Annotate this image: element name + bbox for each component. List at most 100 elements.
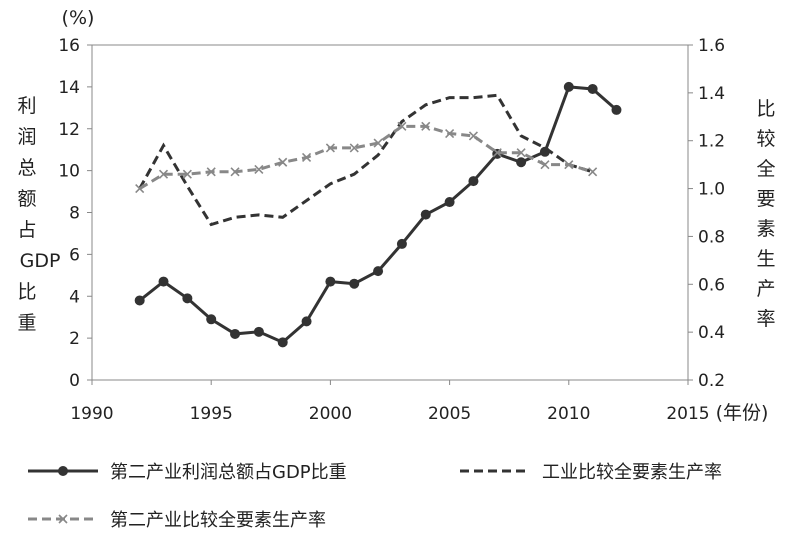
data-point	[158, 276, 169, 287]
series-2	[138, 93, 594, 227]
data-point	[516, 157, 527, 168]
data-point	[301, 152, 312, 163]
series-layer	[134, 81, 622, 348]
axes	[87, 44, 693, 385]
axis-title-char: 比	[756, 98, 775, 120]
left-tick-label: 6	[69, 245, 80, 265]
data-point	[373, 138, 383, 148]
data-point	[349, 278, 360, 289]
data-point	[373, 266, 384, 277]
axis-title-char: 额	[17, 188, 36, 210]
series-1	[134, 81, 622, 348]
data-point	[587, 83, 598, 94]
data-point	[206, 167, 216, 177]
data-point	[540, 160, 550, 170]
series-line	[138, 93, 594, 227]
data-point	[420, 209, 431, 220]
right-tick-label: 1.2	[698, 132, 725, 152]
data-point	[158, 169, 169, 179]
x-tick-label: 2005	[428, 404, 471, 424]
data-point	[206, 314, 217, 325]
data-point	[563, 81, 574, 92]
right-tick-label: 1.6	[698, 36, 725, 56]
legend-swatch-marker	[58, 466, 68, 476]
data-point	[468, 131, 479, 141]
legend-label: 第二产业比较全要素生产率	[110, 510, 326, 531]
left-tick-label: 8	[69, 204, 80, 224]
data-point	[444, 197, 455, 208]
legend-item-3: 第二产业比较全要素生产率	[28, 510, 326, 531]
left-tick-label: 16	[58, 36, 80, 56]
data-point	[278, 157, 288, 167]
x-tick-label: 2015	[666, 404, 709, 424]
data-point	[588, 167, 598, 177]
data-point	[277, 337, 288, 348]
left-axis-title: 利润总额占 GDP 比重	[17, 95, 60, 334]
x-tick-label: 1990	[70, 404, 113, 424]
right-tick-label: 1.4	[698, 84, 725, 104]
data-point	[468, 176, 479, 187]
tick-labels: 0 2 4 6 8 10 12 14 16 0.2 0.4 0.6 0.8 1.0 1.2 1.4 1.6 199…	[58, 36, 725, 424]
axis-title-char: 比	[17, 281, 36, 303]
data-point	[135, 184, 145, 194]
legend-swatch-marker	[58, 514, 68, 524]
data-point	[230, 328, 241, 339]
axis-title-char: 利	[17, 95, 36, 117]
data-point	[325, 276, 336, 287]
legend-item-2: 工业比较全要素生产率	[460, 462, 722, 483]
data-point	[182, 293, 193, 304]
left-tick-label: 2	[69, 329, 80, 349]
data-point	[445, 128, 455, 139]
data-point	[301, 316, 312, 327]
data-point	[611, 104, 622, 115]
axis-title-char: 要	[756, 188, 775, 210]
axis-title-char: 生	[756, 248, 775, 270]
left-axis-unit-label: (%)	[62, 7, 95, 29]
axis-title-char: 润	[17, 126, 36, 148]
axis-title-char: 全	[756, 158, 775, 180]
legend-item-1: 第二产业利润总额占GDP比重	[28, 462, 347, 483]
data-point	[397, 121, 407, 131]
data-point	[230, 167, 240, 177]
right-tick-label: 0.4	[698, 323, 725, 343]
right-axis-title: 比较全要素生产率	[756, 98, 775, 330]
data-point	[253, 326, 264, 337]
left-tick-label: 10	[58, 162, 80, 182]
axis-title-char: GDP	[20, 250, 61, 272]
series-line	[138, 124, 594, 190]
right-tick-label: 0.8	[698, 227, 725, 247]
axis-title-char: 重	[17, 312, 36, 334]
data-point	[349, 143, 359, 153]
data-point	[516, 148, 526, 158]
left-tick-label: 4	[69, 287, 80, 307]
x-axis-label: (年份)	[716, 402, 769, 424]
right-tick-label: 0.2	[698, 371, 725, 391]
data-point	[492, 148, 502, 158]
axis-title-char: 总	[17, 157, 36, 179]
data-point	[564, 160, 574, 170]
data-point	[134, 295, 145, 306]
series-3	[135, 121, 598, 194]
x-tick-label: 2000	[309, 404, 352, 424]
axis-title-char: 较	[756, 128, 775, 150]
x-tick-label: 2010	[547, 404, 590, 424]
data-point	[421, 121, 431, 131]
axis-title-char: 素	[756, 218, 775, 240]
left-tick-label: 0	[69, 371, 80, 391]
left-tick-label: 12	[58, 120, 80, 140]
data-point	[254, 164, 264, 174]
legend-label: 工业比较全要素生产率	[542, 462, 722, 483]
right-tick-label: 0.6	[698, 275, 725, 295]
axis-title-char: 产	[756, 278, 775, 300]
data-point	[182, 169, 192, 179]
series-line	[138, 85, 618, 345]
right-tick-label: 1.0	[698, 180, 725, 200]
axis-title-char: 率	[756, 308, 775, 330]
left-tick-label: 14	[58, 78, 80, 98]
axis-title-char: 占	[17, 219, 36, 241]
data-point	[396, 238, 407, 249]
x-tick-label: 1995	[190, 404, 233, 424]
legend-label: 第二产业利润总额占GDP比重	[110, 462, 347, 483]
